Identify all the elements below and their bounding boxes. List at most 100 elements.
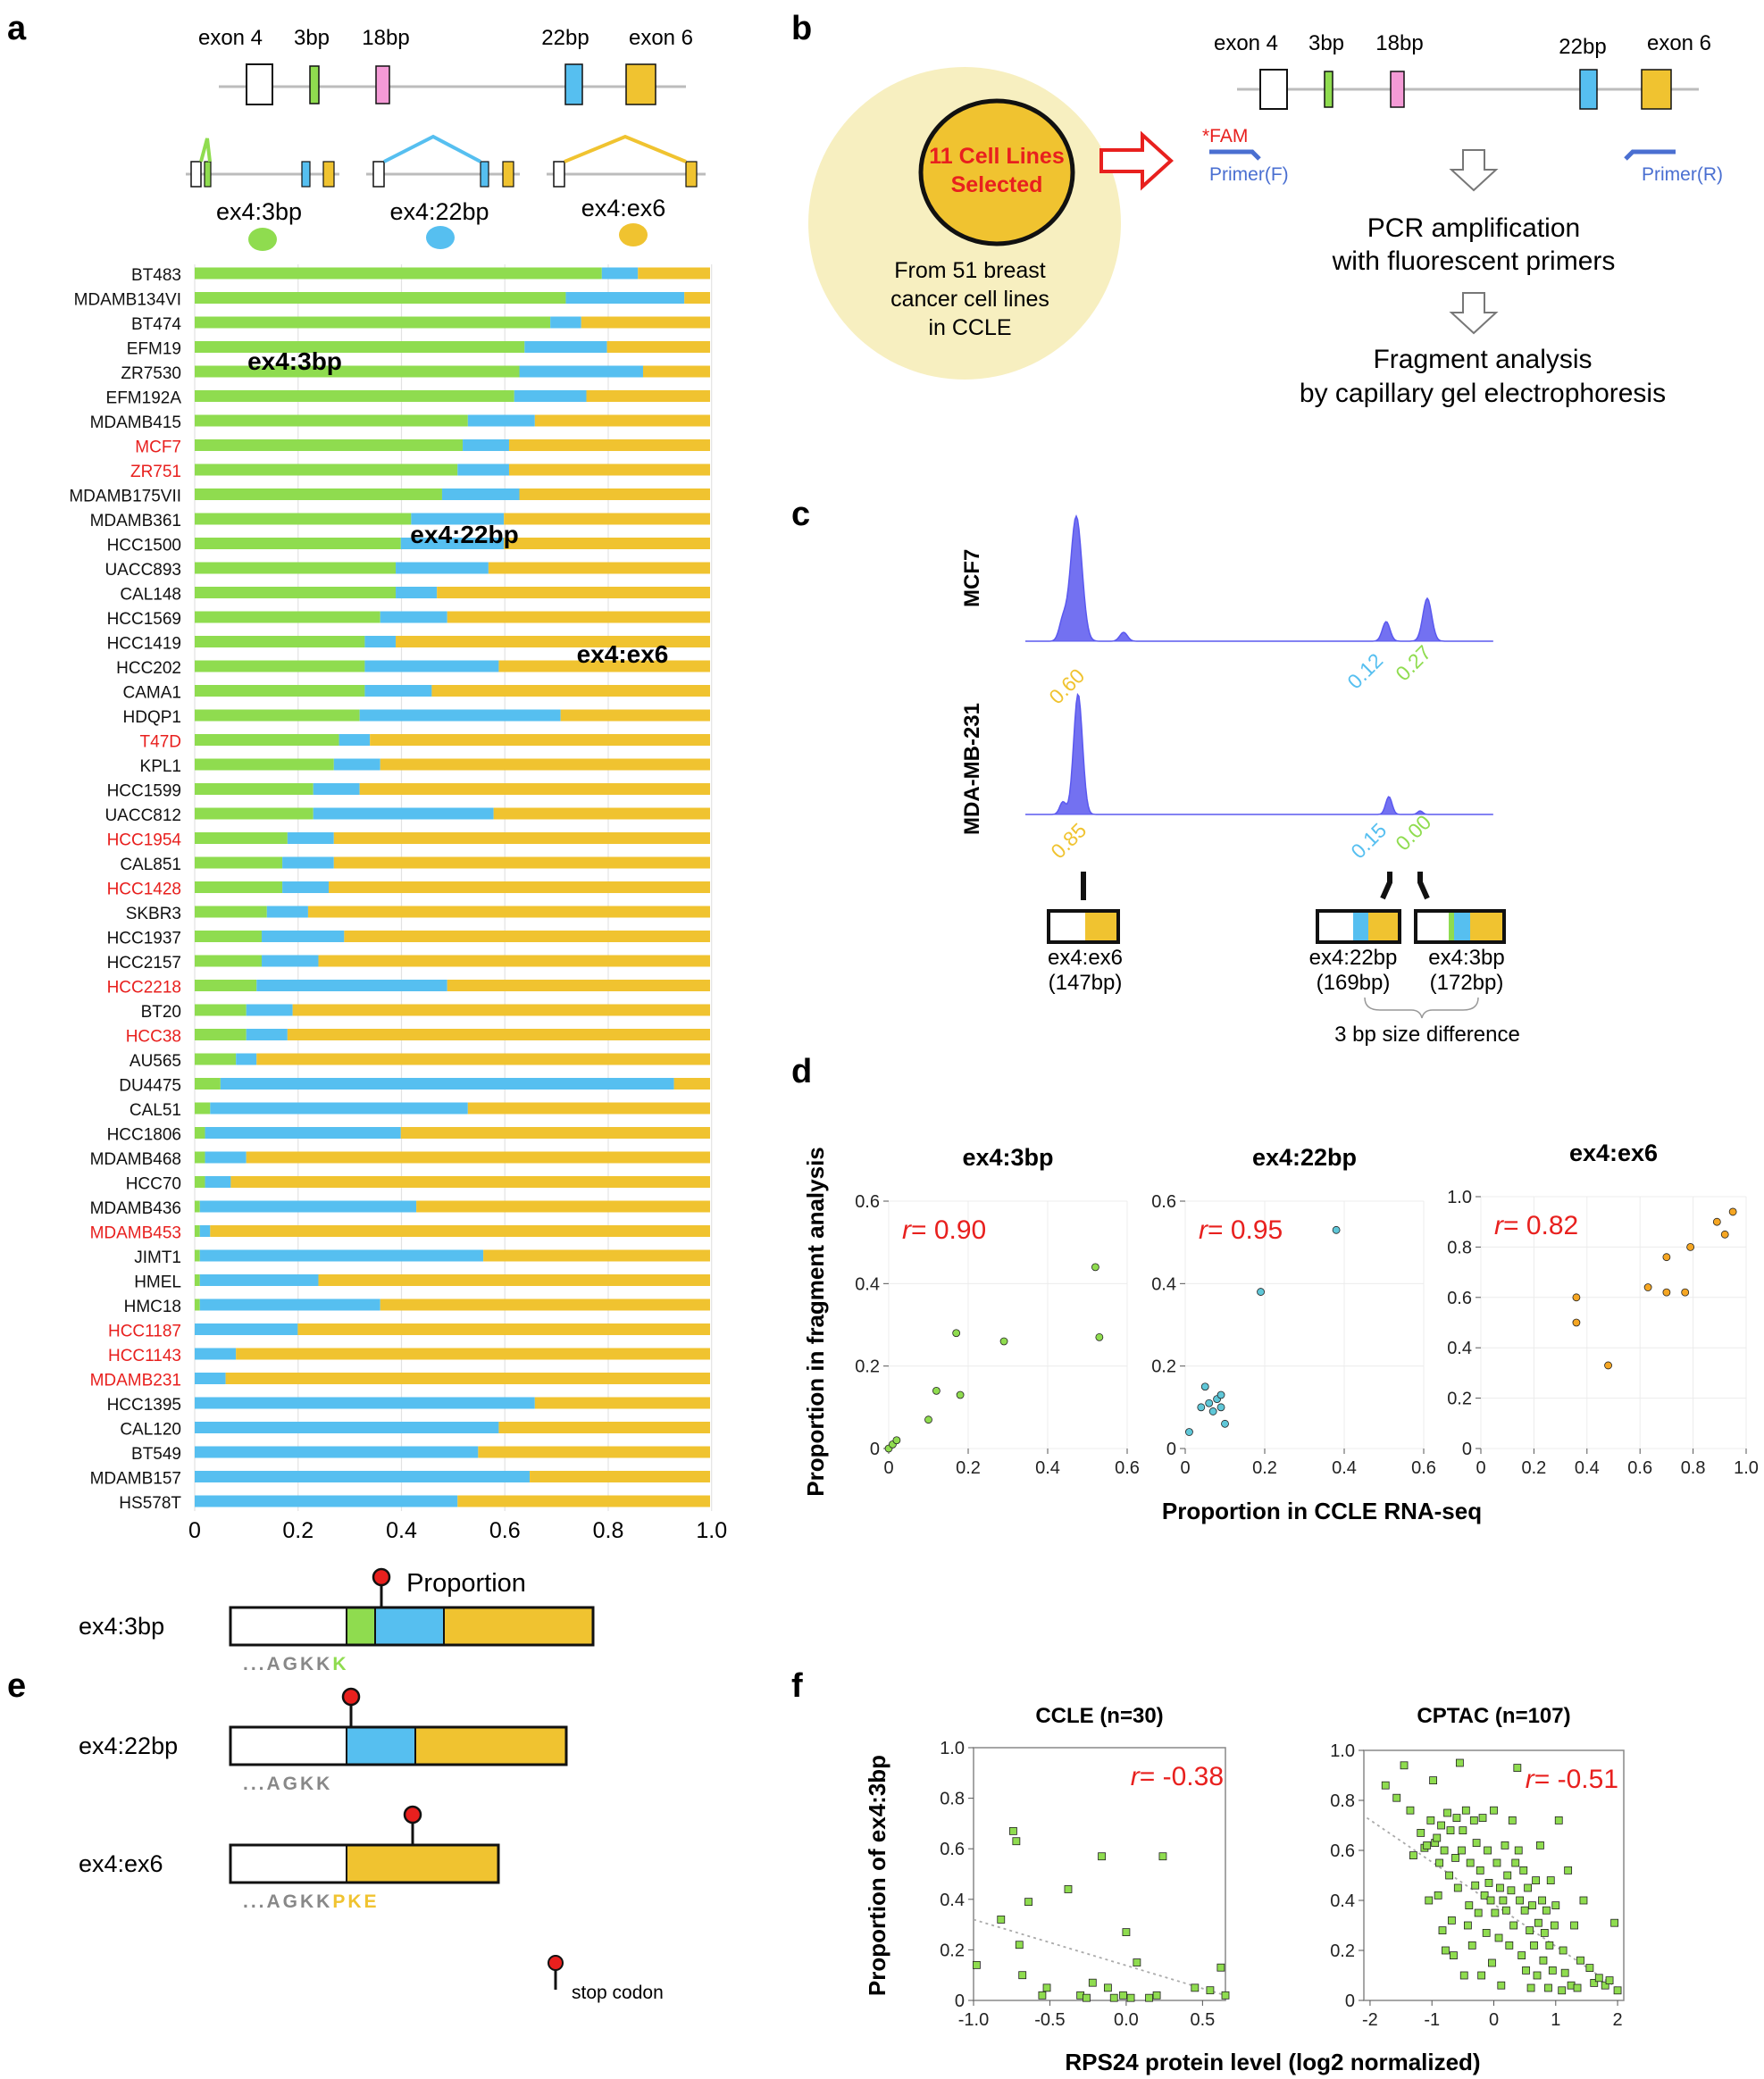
panel-a-gene-structure: exon 4 3bp 18bp 22bp exon 6 ex4:3bp ex4:…: [186, 26, 706, 251]
bar-segment-ex4-3bp: [195, 1176, 205, 1188]
protein-outline: [229, 1843, 500, 1884]
bar-segment-ex4-ex6: [329, 881, 710, 893]
protein-segment: [347, 1727, 415, 1765]
bar-segment-ex4-22bp: [287, 832, 334, 844]
x-tick-label: 0: [1489, 2010, 1499, 2030]
correlation-label: r= -0.38: [1131, 1762, 1224, 1791]
bar-segment-ex4-ex6: [638, 267, 710, 280]
data-point: [1459, 1826, 1467, 1834]
data-point: [1461, 1806, 1470, 1815]
data-point: [1455, 1758, 1464, 1767]
data-point: [1197, 1403, 1206, 1412]
panel-letter-c: c: [791, 496, 810, 533]
data-point: [1409, 1851, 1417, 1860]
y-tick-label: 0.8: [1447, 1238, 1472, 1257]
trace-label-mdamb231: MDA-MB-231: [960, 703, 984, 835]
plot-title: ex4:22bp: [1252, 1144, 1357, 1171]
data-point: [1490, 1806, 1498, 1815]
fragment-size-3bp: (172bp): [1430, 971, 1504, 995]
bar-segment-ex4-ex6: [519, 488, 710, 500]
bar-segment-ex4-22bp: [364, 636, 397, 647]
data-point: [1522, 1966, 1530, 1975]
bar-segment-ex4-22bp: [519, 365, 643, 378]
bar-segment-ex4-22bp: [266, 906, 308, 918]
category-label: HCC1500: [107, 537, 181, 555]
x-tick-label: 0.2: [1521, 1458, 1546, 1478]
bar-segment-ex4-ex6: [504, 538, 710, 549]
y-tick-label: 0.2: [1151, 1357, 1176, 1377]
panel-d-ylabel: Proportion in fragment analysis: [802, 1147, 829, 1497]
bar-segment-ex4-3bp: [195, 488, 442, 500]
bar-segment-ex4-3bp: [195, 611, 380, 623]
y-tick-label: 0.8: [940, 1790, 965, 1809]
bar-segment-ex4-ex6: [297, 1323, 710, 1335]
peak-label-mcf7-ex6: 0.60: [1044, 664, 1089, 708]
bar-segment-ex4-22bp: [313, 807, 494, 820]
category-label: HS578T: [119, 1494, 181, 1513]
bar-segment-ex4-3bp: [195, 1151, 205, 1164]
bar-segment-ex4-3bp: [195, 856, 283, 869]
y-tick-label: 0.6: [940, 1840, 965, 1859]
data-point: [1560, 1968, 1569, 1977]
bar-segment-ex4-22bp: [199, 1274, 319, 1286]
bar-segment-ex4-3bp: [195, 463, 458, 476]
data-point: [1185, 1428, 1193, 1436]
bar-segment-ex4-22bp: [524, 341, 607, 353]
exon6-box: [625, 63, 656, 105]
bar-segment-ex4-3bp: [195, 758, 334, 771]
data-point: [1605, 1976, 1614, 1985]
correlation-label: r= 0.82: [1494, 1211, 1578, 1240]
data-point: [1486, 1896, 1495, 1905]
y-tick-label: 0.4: [1330, 1891, 1355, 1911]
step1-line2: with fluorescent primers: [1332, 246, 1616, 276]
bar-segment-ex4-3bp: [195, 292, 566, 304]
primer-r-label: Primer(R): [1642, 164, 1723, 185]
data-point: [997, 1916, 1006, 1924]
data-point: [1459, 1971, 1468, 1980]
bar-segment-ex4-22bp: [195, 1397, 535, 1409]
bar-segment-ex4-3bp: [195, 1029, 247, 1040]
data-point: [1519, 1866, 1528, 1874]
data-point: [1216, 1390, 1225, 1399]
x-tick-label: -1.0: [958, 2010, 989, 2030]
category-label: MCF7: [135, 438, 181, 457]
category-label: HDQP1: [123, 708, 181, 727]
category-label: SKBR3: [126, 905, 181, 923]
bar-segment-ex4-3bp: [195, 1298, 200, 1311]
trend-line: [1366, 1816, 1622, 1991]
exon4-box: [246, 63, 273, 105]
bar-segment-ex4-ex6: [606, 341, 710, 353]
bar-segment-ex4-3bp: [195, 660, 365, 672]
data-point: [1526, 1983, 1535, 1992]
x-tick-label: 1.0: [1734, 1458, 1759, 1478]
selected-line1: 11 Cell Lines: [929, 144, 1064, 169]
exon-22bp-box: [564, 63, 583, 105]
data-point: [1012, 1837, 1021, 1846]
data-point: [1438, 1926, 1447, 1935]
data-point: [1538, 1896, 1546, 1905]
bar-segment-ex4-3bp: [195, 685, 365, 697]
bar-segment-ex4-22bp: [199, 1298, 380, 1311]
panel-letter-d: d: [791, 1053, 812, 1090]
protein-segment: [415, 1727, 566, 1765]
data-point: [1501, 1841, 1509, 1849]
data-point: [1191, 1983, 1200, 1992]
data-point: [1533, 1971, 1542, 1980]
bar-segment-ex4-22bp: [195, 1348, 237, 1360]
category-label: HCC1395: [107, 1396, 181, 1415]
x-tick-label: 0.4: [386, 1518, 417, 1543]
isoform-label-ex6: ex4:ex6: [581, 195, 666, 221]
bar-segment-ex4-ex6: [318, 955, 710, 967]
data-point: [1152, 1991, 1161, 2000]
data-point: [1503, 1871, 1512, 1880]
y-tick-label: 0: [955, 1991, 965, 2011]
bar-segment-ex4-ex6: [586, 390, 710, 402]
primer-r-arrow: [1624, 149, 1676, 161]
data-point: [999, 1337, 1008, 1346]
y-tick-label: 0.2: [1447, 1390, 1472, 1409]
data-point: [1540, 1928, 1549, 1937]
data-point: [1445, 1871, 1454, 1880]
bar-segment-ex4-ex6: [673, 1078, 710, 1090]
data-point: [1551, 1901, 1560, 1910]
panel-c-electropherograms: MCF7 MDA-MB-231 0.60 0.12 0.27 0.85 0.15…: [960, 513, 1520, 1047]
